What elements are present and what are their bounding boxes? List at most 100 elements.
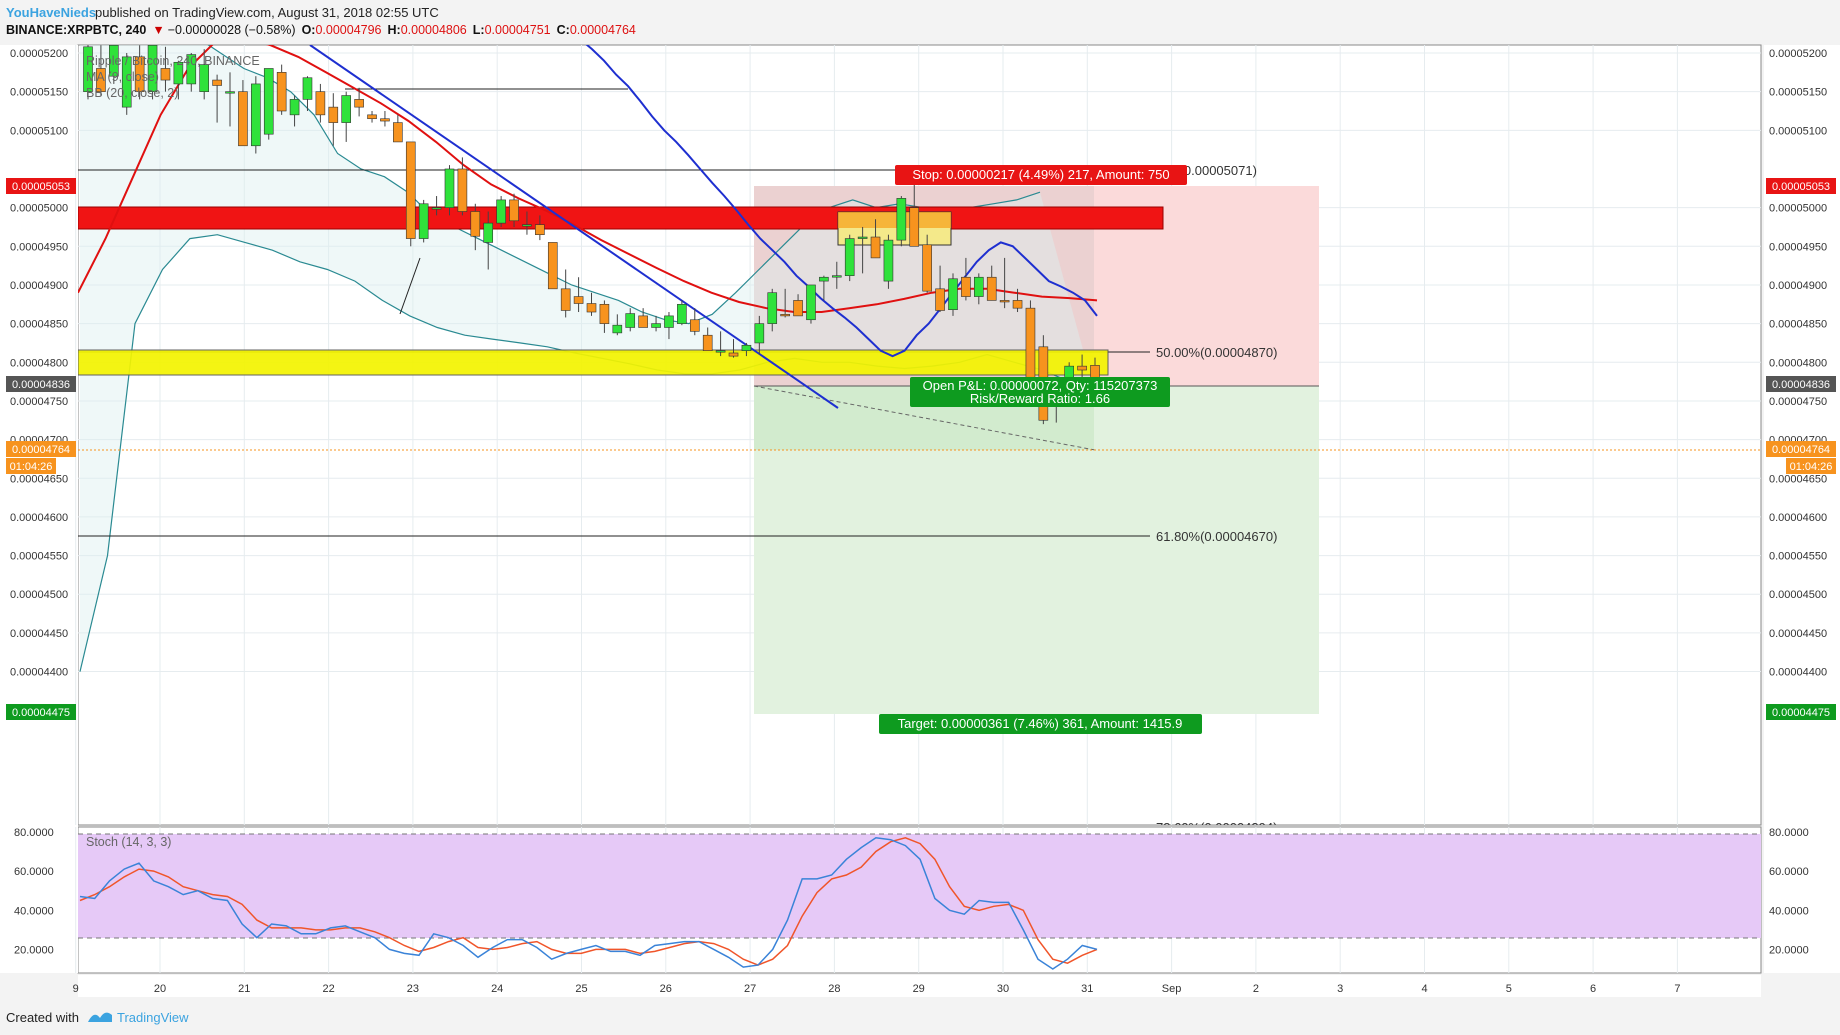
left-price-scale[interactable] xyxy=(0,45,78,973)
support-zone[interactable] xyxy=(78,349,1109,376)
time-tick: 22 xyxy=(322,983,334,995)
stoch-plot xyxy=(78,833,1761,970)
candle-up xyxy=(896,198,907,241)
countdown-left: 01:04:26 xyxy=(10,461,53,473)
last-price-right: 0.00004764 xyxy=(1772,444,1830,456)
price-tick-left: 0.00004650 xyxy=(10,473,68,485)
candle-down xyxy=(935,288,945,311)
candle-down xyxy=(638,315,648,328)
candle-down xyxy=(702,334,713,351)
stoch-tick-left: 40.0000 xyxy=(14,905,54,917)
target-zone xyxy=(754,386,1319,714)
target-price-left: 0.00004475 xyxy=(12,707,70,719)
time-tick: 29 xyxy=(913,983,925,995)
resistance-zone[interactable] xyxy=(78,206,1164,230)
time-tick: 30 xyxy=(997,983,1009,995)
stoch-d-line xyxy=(79,837,1098,966)
candle-down xyxy=(586,303,597,313)
entry-price-badge-left xyxy=(6,376,76,392)
right-price-scale[interactable] xyxy=(1764,45,1840,973)
legend-ma[interactable]: MA (9, close) xyxy=(86,70,159,84)
legend-title[interactable]: Ripple / Bitcoin, 240, BINANCE xyxy=(86,54,260,68)
candle-down xyxy=(405,141,416,239)
candle-down xyxy=(728,352,739,357)
target-label-box[interactable] xyxy=(879,714,1202,734)
price-tick-right: 0.00004750 xyxy=(1769,396,1827,408)
legend-bb[interactable]: BB (20, close, 2) xyxy=(86,86,178,100)
price-tick-right: 0.00004450 xyxy=(1769,628,1827,640)
candle-down xyxy=(470,211,481,237)
time-tick: 20 xyxy=(154,983,166,995)
target-price-right: 0.00004475 xyxy=(1772,707,1830,719)
stoch-tick-right: 80.0000 xyxy=(1769,827,1809,839)
candle-down xyxy=(780,314,790,317)
fib-label-top: %(0.00005071) xyxy=(1168,163,1257,178)
time-tick: 3 xyxy=(1337,983,1343,995)
target-label: Target: 0.00000361 (7.46%) 361, Amount: … xyxy=(898,716,1183,731)
last-price-badge-left xyxy=(6,441,76,457)
candle-down xyxy=(999,300,1010,303)
close-value: 0.00004764 xyxy=(570,23,636,37)
price-tick-left: 0.00004600 xyxy=(10,512,68,524)
stop-label-box[interactable] xyxy=(895,165,1187,185)
change-value: −0.00000028 (−0.58%) xyxy=(168,23,296,37)
stoch-tick-left: 20.0000 xyxy=(14,944,54,956)
countdown-badge-right xyxy=(1786,458,1836,474)
candle-up xyxy=(186,54,197,85)
stoch-tick-right: 60.0000 xyxy=(1769,866,1809,878)
candle-up xyxy=(289,99,300,116)
footer-brand[interactable]: TradingView xyxy=(117,1010,189,1025)
candle-down xyxy=(160,68,171,81)
candle-up xyxy=(109,45,119,77)
candle-down xyxy=(961,276,971,297)
candle-up xyxy=(831,275,842,278)
candle-up xyxy=(496,199,506,224)
candle-up xyxy=(612,324,623,334)
candle-up xyxy=(767,292,778,324)
trend-line-diag[interactable] xyxy=(399,257,421,315)
candle-up xyxy=(664,315,674,328)
time-tick: 26 xyxy=(660,983,672,995)
price-tick-left: 0.00004400 xyxy=(10,667,68,679)
candle-down xyxy=(599,303,610,324)
ema-line xyxy=(78,45,1098,313)
stoch-tick-left: 60.0000 xyxy=(14,866,54,878)
candle-down xyxy=(212,79,222,86)
candle-up xyxy=(651,323,661,328)
publish-info: published on TradingView.com, August 31,… xyxy=(95,5,439,20)
price-tick-right: 0.00005150 xyxy=(1769,87,1827,99)
time-tick: 27 xyxy=(744,983,756,995)
time-tick: 24 xyxy=(491,983,503,995)
candle-up xyxy=(819,276,829,282)
stoch-tick-left: 80.0000 xyxy=(14,827,54,839)
time-tick: 25 xyxy=(575,983,587,995)
open-value: 0.00004796 xyxy=(315,23,381,37)
candle-down xyxy=(354,99,364,108)
price-tick-right: 0.00005200 xyxy=(1769,48,1827,60)
legend-stoch[interactable]: Stoch (14, 3, 3) xyxy=(86,835,171,849)
candle-down xyxy=(870,236,881,259)
main-plot xyxy=(78,45,1761,714)
candle-up xyxy=(857,236,868,239)
stoch-ticks: 80.0000 80.0000 60.0000 60.0000 40.0000 40.00… xyxy=(14,827,1809,957)
target-price-badge-left xyxy=(6,704,76,720)
time-scale[interactable] xyxy=(78,975,1761,997)
fib-label-50: 50.00%(0.00004870) xyxy=(1156,345,1277,360)
candle-down xyxy=(367,114,377,120)
author-name[interactable]: YouHaveNieds xyxy=(6,5,96,20)
pnl-label-box[interactable] xyxy=(910,377,1170,407)
entry-price-left: 0.00004836 xyxy=(12,379,70,391)
candle-down xyxy=(793,300,803,317)
low-value: 0.00004751 xyxy=(485,23,551,37)
candle-down xyxy=(238,91,248,147)
candle-down xyxy=(393,122,403,143)
tradingview-logo-icon xyxy=(88,1012,112,1022)
low-label: L: xyxy=(473,23,485,37)
price-tick-left: 0.00005200 xyxy=(10,48,68,60)
stop-price-badge-left xyxy=(6,178,76,194)
candle-down xyxy=(535,224,545,236)
target-price-badge-right xyxy=(1766,704,1836,720)
stoch-tick-right: 40.0000 xyxy=(1769,905,1809,917)
candle-up xyxy=(83,46,93,92)
